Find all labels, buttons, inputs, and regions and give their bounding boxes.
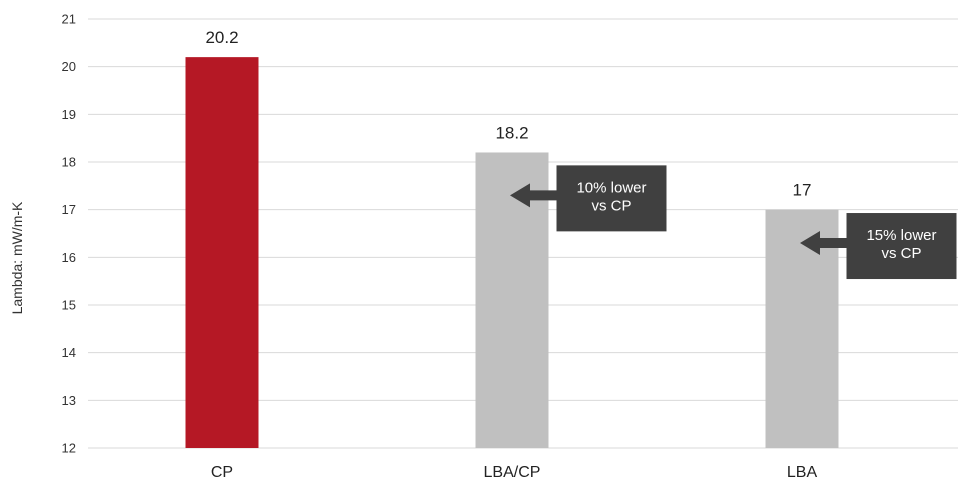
y-tick-label: 13 bbox=[62, 393, 76, 408]
y-tick-label: 14 bbox=[62, 345, 76, 360]
y-tick-label: 17 bbox=[62, 202, 76, 217]
y-tick-label: 18 bbox=[62, 155, 76, 170]
y-axis-title: Lambda: mW/m-K bbox=[9, 201, 25, 314]
category-label: LBA/CP bbox=[484, 464, 541, 481]
left-arrow-icon bbox=[510, 183, 558, 208]
y-tick-label: 12 bbox=[62, 441, 76, 456]
value-label: 17 bbox=[793, 181, 812, 200]
y-tick-label: 21 bbox=[62, 12, 76, 27]
category-label: LBA bbox=[787, 464, 818, 481]
y-tick-label: 15 bbox=[62, 298, 76, 313]
bars bbox=[185, 57, 839, 449]
callout-text: 10% lower bbox=[576, 179, 646, 196]
value-labels: 20.2 18.2 17 bbox=[205, 28, 811, 200]
y-tick-labels: 12 13 14 15 16 17 18 19 20 21 bbox=[62, 12, 76, 456]
bar-cp bbox=[185, 57, 259, 449]
y-tick-label: 20 bbox=[62, 59, 76, 74]
callout-text: vs CP bbox=[591, 197, 631, 214]
y-tick-label: 16 bbox=[62, 250, 76, 265]
callout-text: vs CP bbox=[881, 245, 921, 262]
value-label: 20.2 bbox=[205, 28, 238, 47]
callout-text: 15% lower bbox=[866, 227, 936, 244]
bar-lba-cp bbox=[475, 152, 549, 448]
value-label: 18.2 bbox=[495, 123, 528, 142]
callout-box bbox=[846, 213, 957, 280]
category-label: CP bbox=[211, 464, 233, 481]
y-tick-label: 19 bbox=[62, 107, 76, 122]
callout-box bbox=[556, 165, 667, 232]
category-labels: CP LBA/CP LBA bbox=[211, 464, 818, 481]
bar-lba bbox=[765, 209, 839, 448]
left-arrow-icon bbox=[800, 231, 848, 256]
